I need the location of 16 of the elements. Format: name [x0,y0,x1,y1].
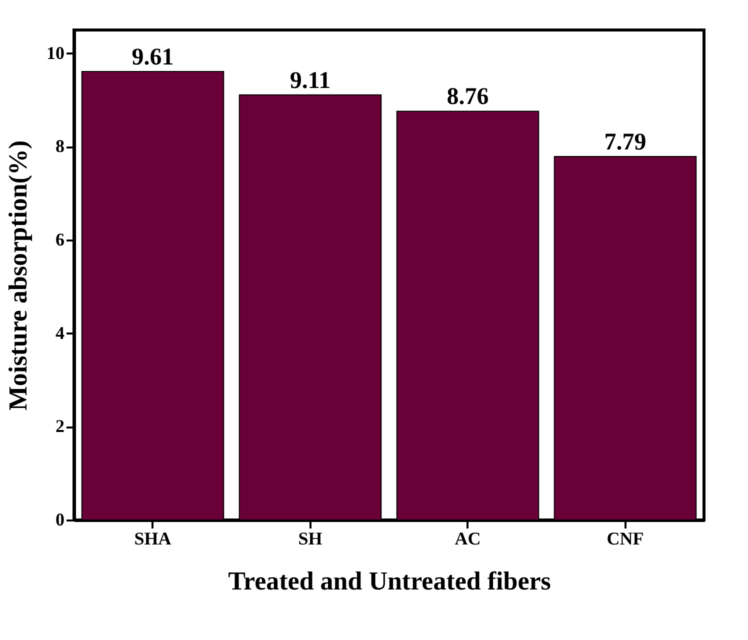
y-tick-label: 2 [56,416,64,436]
y-tick-label: 0 [56,510,64,530]
data-label: 9.11 [290,68,331,94]
x-axis-title: Treated and Untreated fibers [228,566,551,596]
y-tick-label: 8 [56,136,64,156]
x-tick-label: CNF [606,528,644,548]
x-tick-label: SHA [134,528,172,548]
y-tick-label: 6 [56,230,64,250]
data-label: 7.79 [604,129,646,156]
y-axis-title: Moisture absorption(%) [4,140,32,411]
y-tick-label: 10 [46,42,64,63]
y-tick-label: 4 [56,322,64,343]
data-label: 8.76 [446,84,489,110]
data-label: 9.61 [132,44,174,71]
x-tick-label: SH [298,528,322,548]
x-tick-label: AC [454,528,481,548]
